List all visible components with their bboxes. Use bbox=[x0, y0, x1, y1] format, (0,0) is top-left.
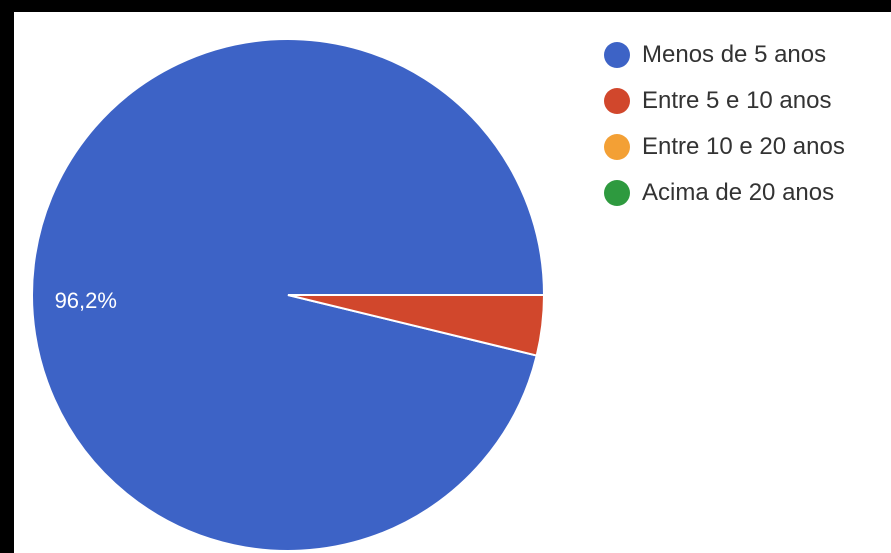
legend-swatch-acima-de-20-anos bbox=[604, 180, 630, 206]
legend-swatch-entre-10-e-20-anos bbox=[604, 134, 630, 160]
legend-item-acima-de-20-anos: Acima de 20 anos bbox=[604, 170, 845, 216]
legend-swatch-menos-de-5-anos bbox=[604, 42, 630, 68]
legend-item-entre-10-e-20-anos: Entre 10 e 20 anos bbox=[604, 124, 845, 170]
legend-item-menos-de-5-anos: Menos de 5 anos bbox=[604, 32, 845, 78]
pie-chart: 96,2% bbox=[31, 38, 546, 552]
legend-label-menos-de-5-anos: Menos de 5 anos bbox=[642, 41, 827, 68]
legend-label-acima-de-20-anos: Acima de 20 anos bbox=[642, 179, 835, 206]
chart-frame: 96,2% Menos de 5 anos Entre 5 e 10 anos … bbox=[14, 12, 891, 553]
legend-label-entre-5-e-10-anos: Entre 5 e 10 anos bbox=[642, 87, 832, 114]
slice-label-menos-de-5-anos: 96,2% bbox=[55, 288, 117, 313]
legend-swatch-entre-5-e-10-anos bbox=[604, 88, 630, 114]
pie-slice-entre-5-e-10-anos bbox=[287, 294, 546, 357]
legend-label-entre-10-e-20-anos: Entre 10 e 20 anos bbox=[642, 133, 845, 160]
legend-item-entre-5-e-10-anos: Entre 5 e 10 anos bbox=[604, 78, 845, 124]
legend: Menos de 5 anos Entre 5 e 10 anos Entre … bbox=[604, 32, 845, 216]
